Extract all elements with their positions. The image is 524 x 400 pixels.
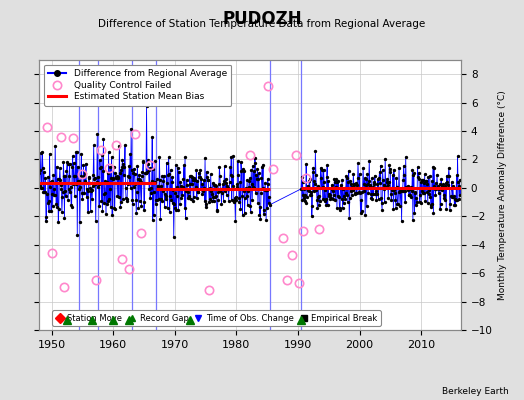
Legend: Station Move, Record Gap, Time of Obs. Change, Empirical Break: Station Move, Record Gap, Time of Obs. C…	[52, 310, 381, 326]
Y-axis label: Monthly Temperature Anomaly Difference (°C): Monthly Temperature Anomaly Difference (…	[498, 90, 507, 300]
Text: Berkeley Earth: Berkeley Earth	[442, 387, 508, 396]
Text: Difference of Station Temperature Data from Regional Average: Difference of Station Temperature Data f…	[99, 19, 425, 29]
Text: PUDOZH: PUDOZH	[222, 10, 302, 28]
